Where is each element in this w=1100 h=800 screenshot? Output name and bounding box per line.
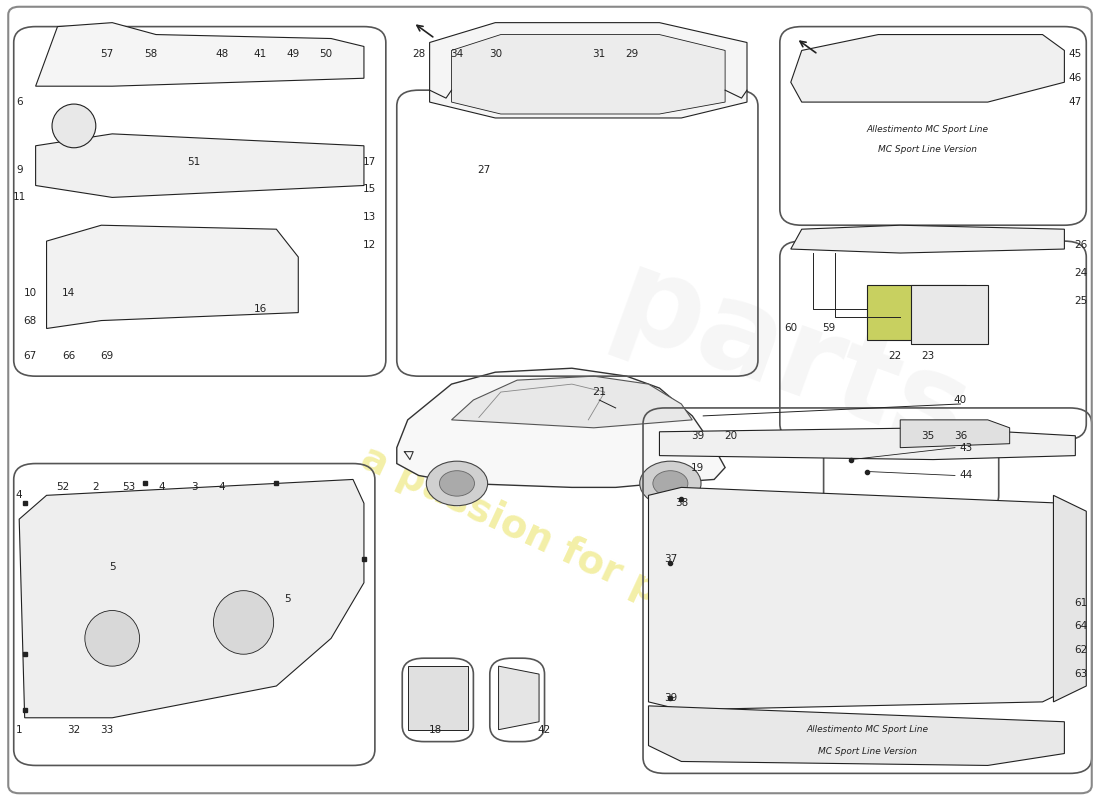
Polygon shape [19,479,364,718]
Text: 26: 26 [1075,240,1088,250]
Text: 45: 45 [1069,50,1082,59]
Text: 44: 44 [959,470,972,481]
Circle shape [440,470,474,496]
Text: 43: 43 [959,442,972,453]
Text: 29: 29 [626,50,639,59]
Text: 51: 51 [188,157,201,166]
Text: 37: 37 [663,554,676,564]
Text: 3: 3 [191,482,198,492]
Bar [868,285,966,341]
Text: 33: 33 [100,725,113,734]
Polygon shape [649,487,1076,710]
Polygon shape [1054,495,1087,702]
Text: 36: 36 [954,430,967,441]
Text: 40: 40 [954,395,967,405]
Polygon shape [46,226,298,329]
Text: 46: 46 [1069,74,1082,83]
Ellipse shape [85,610,140,666]
Polygon shape [451,376,692,428]
Text: 18: 18 [429,725,442,734]
Text: 62: 62 [1075,646,1088,655]
Text: MC Sport Line Version: MC Sport Line Version [878,146,977,154]
Text: 25: 25 [1075,296,1088,306]
Text: 5: 5 [109,562,116,572]
Text: 19: 19 [691,462,704,473]
Text: 6: 6 [15,97,22,107]
Text: Allestimento MC Sport Line: Allestimento MC Sport Line [806,725,928,734]
Text: 38: 38 [674,498,688,508]
Text: 68: 68 [23,315,36,326]
Text: 14: 14 [62,288,75,298]
Circle shape [653,470,688,496]
Text: 20: 20 [724,430,737,441]
Text: 16: 16 [253,304,266,314]
Text: parts: parts [596,240,986,480]
Text: 63: 63 [1075,669,1088,679]
Text: 2: 2 [92,482,99,492]
Polygon shape [397,368,725,487]
Circle shape [640,461,701,506]
Ellipse shape [52,104,96,148]
Text: 12: 12 [363,240,376,250]
Text: 10: 10 [23,288,36,298]
Text: 23: 23 [921,351,934,362]
Text: 13: 13 [363,212,376,222]
Text: 39: 39 [663,693,676,703]
Text: 15: 15 [363,185,376,194]
Polygon shape [430,22,747,118]
Text: 34: 34 [450,50,463,59]
Text: 41: 41 [253,50,266,59]
Polygon shape [791,226,1065,253]
Polygon shape [498,666,539,730]
Text: 30: 30 [488,50,502,59]
Text: 22: 22 [888,351,901,362]
Text: 39: 39 [691,430,704,441]
Text: a passion for parts: a passion for parts [355,438,745,647]
Text: 49: 49 [286,50,299,59]
Circle shape [427,461,487,506]
Text: 64: 64 [1075,622,1088,631]
Polygon shape [659,428,1076,459]
Text: 32: 32 [67,725,80,734]
Text: 21: 21 [592,387,606,397]
Text: 47: 47 [1069,97,1082,107]
Text: 4: 4 [15,490,22,500]
Ellipse shape [213,590,274,654]
Text: 42: 42 [538,725,551,734]
Text: 35: 35 [921,430,934,441]
Polygon shape [35,22,364,86]
Text: 66: 66 [62,351,75,362]
Text: 50: 50 [319,50,332,59]
Polygon shape [451,34,725,114]
Text: 4: 4 [158,482,165,492]
Text: 9: 9 [15,165,22,174]
Text: 11: 11 [12,193,25,202]
Text: 28: 28 [412,50,426,59]
Polygon shape [900,420,1010,448]
Text: 31: 31 [593,50,606,59]
Bar [911,285,988,344]
Text: 52: 52 [56,482,69,492]
Polygon shape [649,706,1065,766]
Text: 69: 69 [100,351,113,362]
Polygon shape [35,134,364,198]
Polygon shape [408,666,468,730]
Text: 59: 59 [823,323,836,334]
Text: Allestimento MC Sport Line: Allestimento MC Sport Line [867,126,989,134]
Text: 57: 57 [100,50,113,59]
Text: 60: 60 [784,323,798,334]
Text: 17: 17 [363,157,376,166]
Text: 67: 67 [23,351,36,362]
Text: MC Sport Line Version: MC Sport Line Version [818,746,917,756]
Text: 24: 24 [1075,268,1088,278]
Text: 58: 58 [144,50,157,59]
Text: 61: 61 [1075,598,1088,607]
Polygon shape [791,34,1065,102]
Text: 5: 5 [284,594,290,604]
Text: 48: 48 [214,50,229,59]
Text: 27: 27 [477,165,491,174]
Text: 4: 4 [219,482,225,492]
Text: 1: 1 [15,725,22,734]
Text: 53: 53 [122,482,135,492]
